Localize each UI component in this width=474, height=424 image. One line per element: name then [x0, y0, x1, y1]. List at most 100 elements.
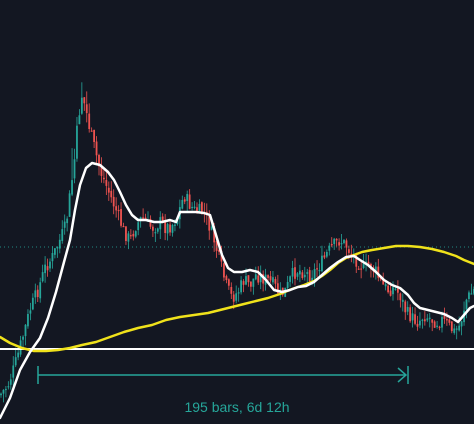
candle-body	[105, 180, 108, 186]
candle-body	[98, 155, 100, 167]
candle-body	[321, 255, 323, 272]
candle-body	[31, 297, 34, 310]
measure-range-arrow[interactable]	[37, 366, 409, 384]
candle-body	[112, 196, 115, 207]
candle-body	[154, 232, 157, 234]
candle-body	[227, 279, 230, 286]
candle-body	[73, 159, 76, 179]
candle-body	[338, 242, 340, 246]
candle-body	[161, 216, 164, 222]
candle-body	[164, 222, 167, 233]
candle-body	[22, 336, 24, 340]
candle-body	[399, 293, 402, 301]
candle-body	[90, 130, 93, 132]
candle-body	[103, 177, 105, 180]
candle-body	[421, 319, 424, 321]
candle-body	[303, 274, 306, 278]
candle-body	[470, 293, 473, 295]
candle-body	[169, 224, 171, 233]
candle-body	[93, 129, 95, 142]
candle-body	[269, 276, 272, 281]
candle-body	[252, 278, 255, 287]
candle-body	[44, 264, 46, 274]
candle-body	[208, 215, 211, 231]
candle-body	[80, 97, 83, 114]
candle-body	[301, 272, 304, 278]
candle-body	[122, 226, 125, 228]
candle-body	[472, 289, 474, 294]
candle-body	[2, 389, 5, 394]
candlestick-series	[0, 82, 474, 403]
candle-body	[27, 314, 29, 327]
candle-body	[455, 328, 458, 330]
candle-body	[438, 326, 441, 328]
candle-body	[294, 267, 296, 279]
candle-body	[237, 292, 240, 294]
candle-body	[134, 231, 137, 237]
candle-body	[384, 284, 387, 287]
candle-body	[188, 194, 191, 209]
measure-range-label: 195 bars, 6d 12h	[184, 399, 290, 415]
candle-body	[328, 245, 331, 251]
candle-body	[210, 226, 213, 230]
candle-body	[250, 281, 252, 287]
candle-body	[423, 319, 426, 322]
candle-body	[394, 288, 397, 290]
candle-body	[411, 313, 414, 321]
candle-body	[12, 365, 15, 378]
candle-body	[152, 226, 154, 231]
candle-body	[448, 319, 451, 323]
candle-body	[348, 249, 350, 253]
candle-body	[34, 290, 37, 298]
candle-body	[377, 266, 380, 278]
candle-body	[308, 270, 311, 282]
candle-body	[85, 104, 88, 114]
candle-body	[458, 325, 461, 331]
candle-body	[446, 319, 448, 321]
candle-body	[56, 247, 59, 249]
candle-body	[360, 268, 363, 270]
candle-body	[78, 115, 81, 125]
candle-body	[409, 307, 412, 322]
candle-body	[213, 225, 216, 243]
candle-body	[350, 253, 353, 255]
candle-body	[254, 274, 257, 280]
candle-body	[242, 281, 245, 285]
candle-body	[382, 278, 385, 285]
candle-body	[274, 279, 277, 284]
measure-arrowhead-icon	[397, 367, 408, 383]
candle-body	[460, 321, 463, 327]
candle-body	[41, 272, 44, 282]
candle-body	[0, 393, 2, 396]
candle-body	[330, 244, 333, 246]
candle-body	[416, 323, 419, 327]
candle-body	[9, 379, 12, 385]
candle-body	[5, 388, 7, 391]
candle-body	[54, 248, 56, 255]
candle-body	[299, 270, 301, 275]
candle-body	[39, 282, 42, 299]
candle-body	[419, 320, 421, 326]
candle-body	[71, 180, 73, 195]
candle-body	[289, 276, 291, 282]
candle-body	[406, 307, 409, 312]
candle-body	[232, 294, 235, 302]
candle-body	[318, 270, 321, 272]
candle-body	[355, 253, 358, 267]
slow-moving-average-line	[0, 244, 474, 353]
candle-body	[240, 280, 242, 293]
candle-body	[14, 357, 17, 366]
candle-body	[68, 193, 71, 217]
candle-body	[392, 287, 394, 295]
candle-body	[387, 285, 389, 293]
candle-body	[58, 239, 61, 249]
candle-body	[335, 238, 338, 241]
candle-body	[132, 233, 135, 237]
candle-body	[286, 282, 289, 288]
candle-body	[267, 275, 269, 278]
candle-body	[247, 275, 250, 283]
candle-body	[117, 209, 120, 212]
candle-body	[7, 386, 10, 388]
